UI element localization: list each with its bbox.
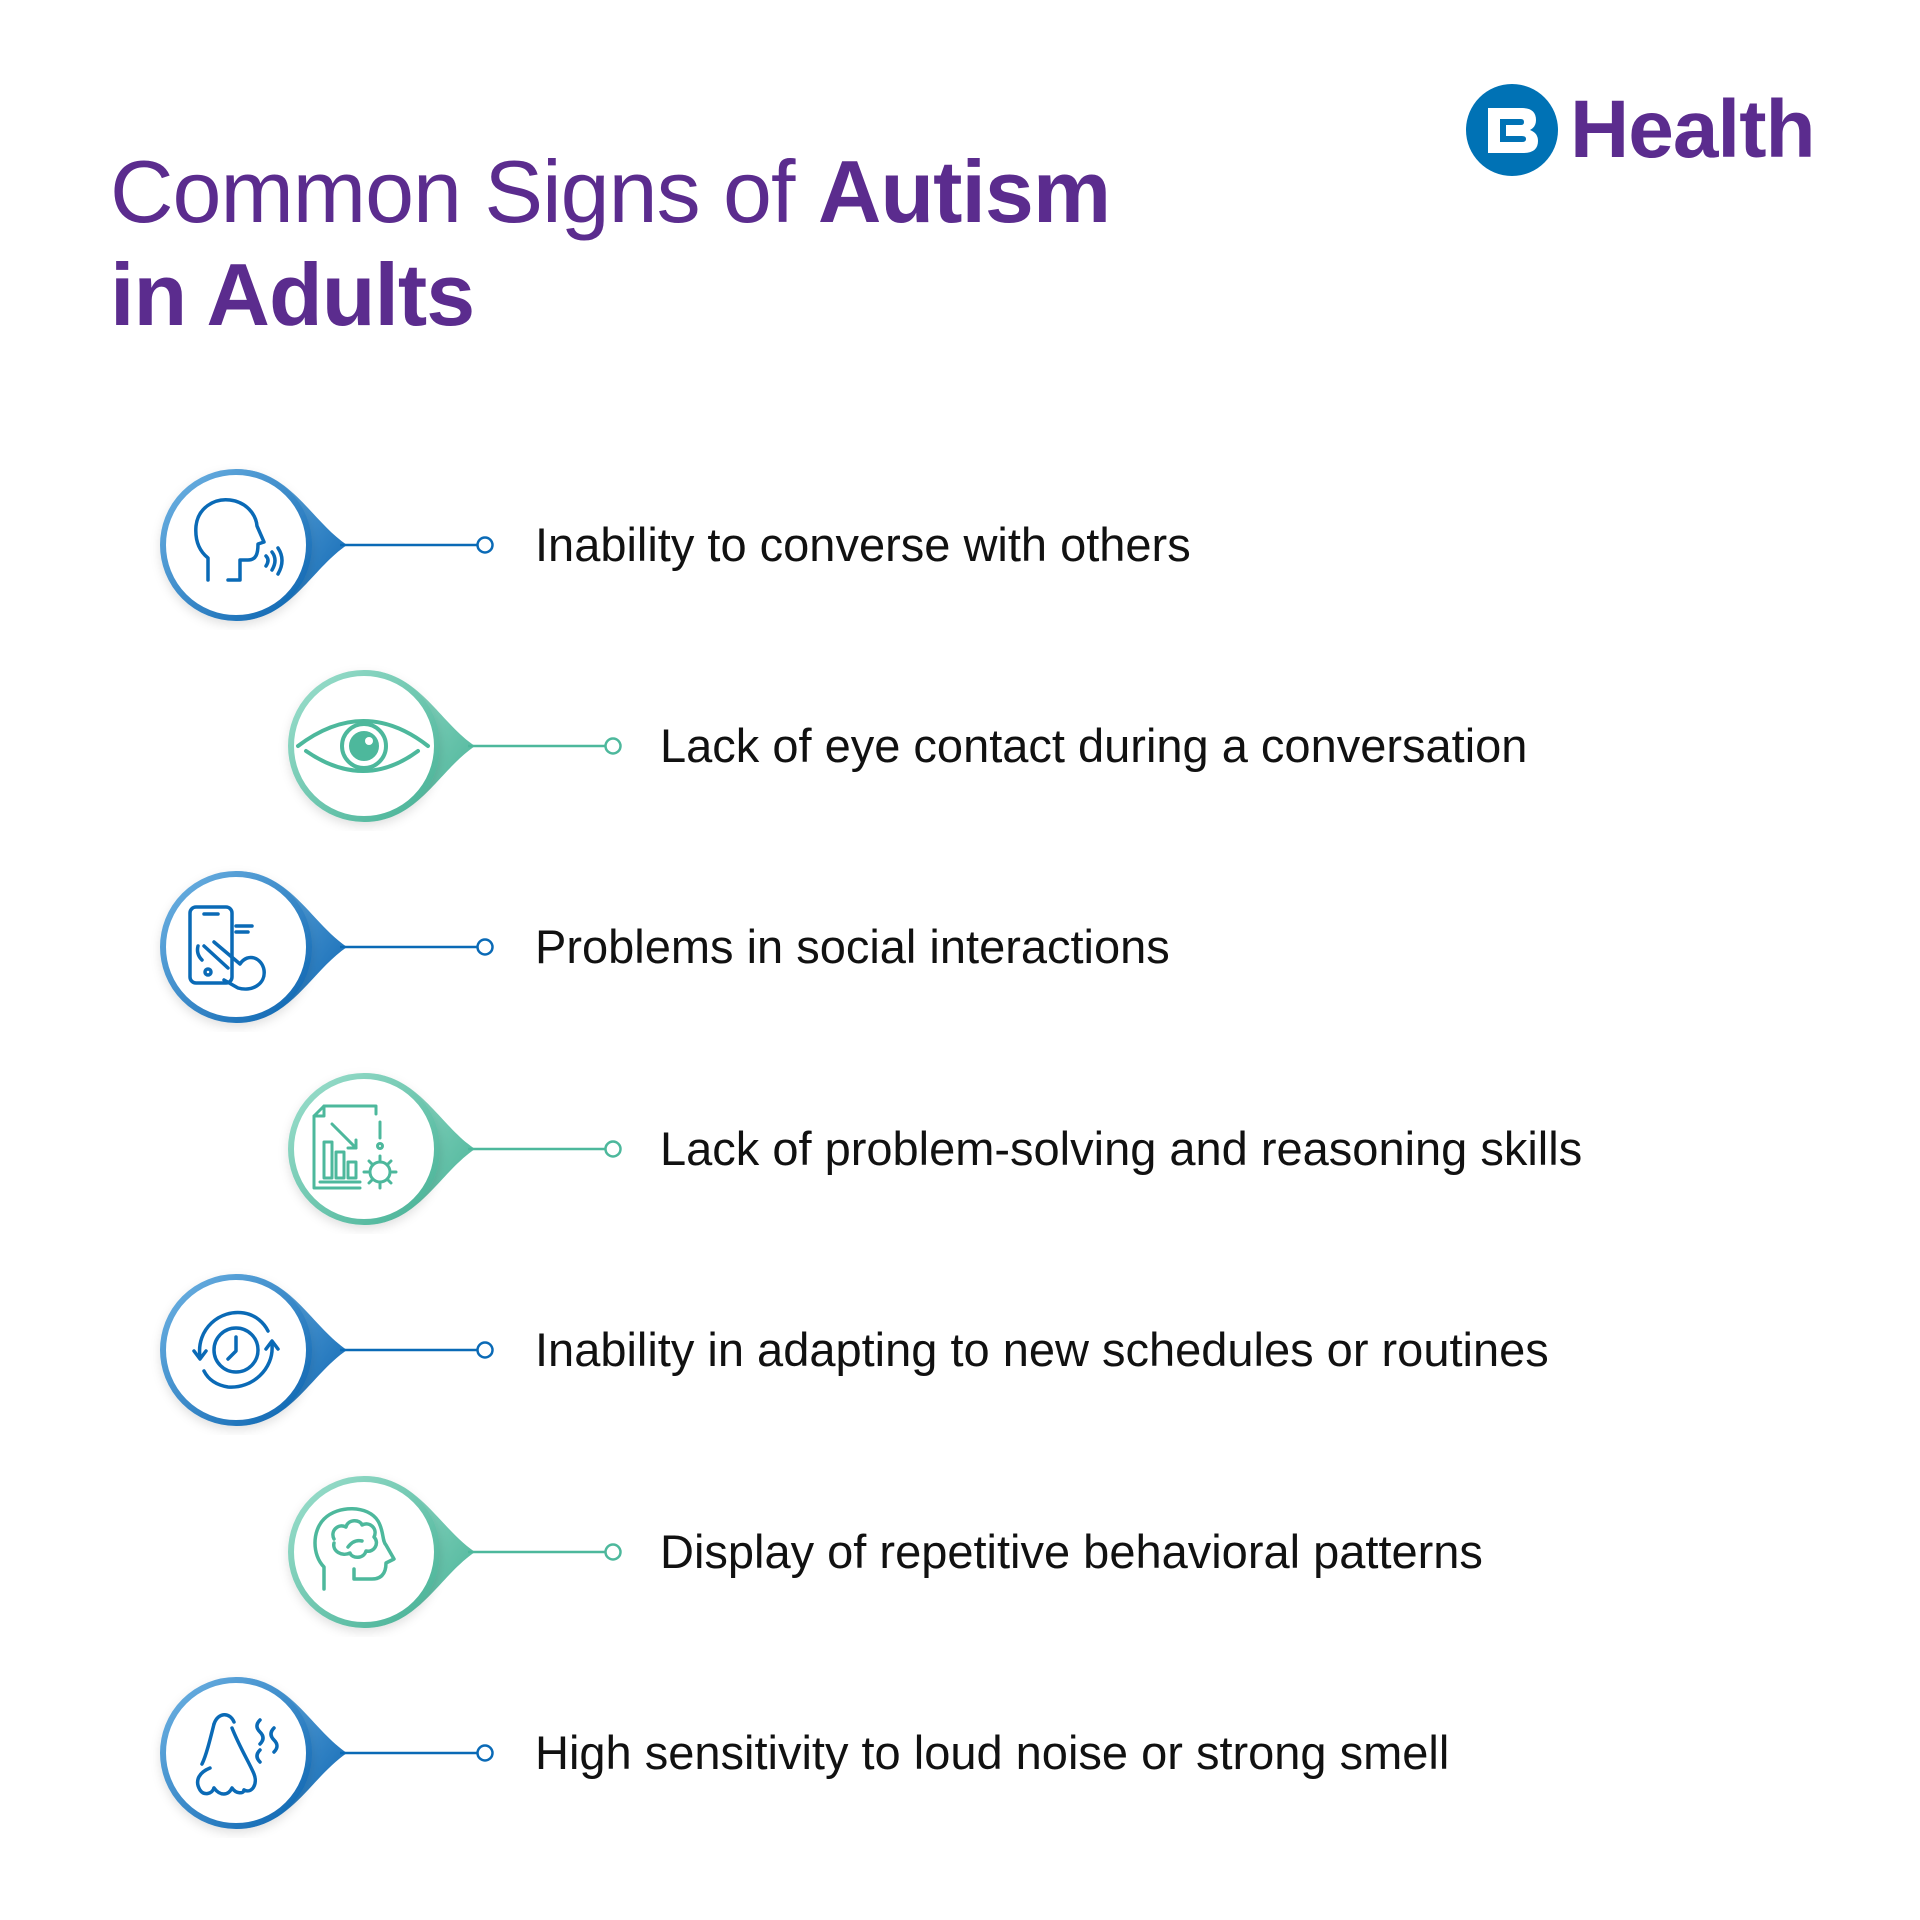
bajaj-b-logo-icon — [1466, 84, 1558, 176]
sign-item-5: Inability in adapting to new schedules o… — [0, 1265, 1920, 1435]
sign-label: Problems in social interactions — [535, 920, 1170, 973]
sign-label: Inability to converse with others — [535, 518, 1191, 571]
head-brain-icon — [313, 1507, 396, 1591]
sign-label: Display of repetitive behavioral pattern… — [660, 1525, 1483, 1578]
connector-graphic — [160, 871, 494, 1023]
logo-text: Health — [1570, 84, 1816, 175]
connector-graphic — [288, 670, 622, 822]
page-title: Common Signs of Autism in Adults — [110, 140, 1111, 346]
sign-item-7: High sensitivity to loud noise or strong… — [0, 1668, 1920, 1838]
connector-graphic — [160, 1274, 494, 1426]
title-bold-adults: in Adults — [110, 245, 475, 344]
connector-graphic — [160, 1677, 494, 1829]
speaking-head-icon — [194, 498, 284, 582]
sign-item-3: Problems in social interactions — [0, 862, 1920, 1032]
title-bold-autism: Autism — [817, 142, 1111, 241]
sign-label: Lack of problem-solving and reasoning sk… — [660, 1122, 1583, 1175]
title-regular: Common Signs of — [110, 142, 818, 241]
sign-item-6: Display of repetitive behavioral pattern… — [0, 1467, 1920, 1637]
sign-label: Lack of eye contact during a conversatio… — [660, 719, 1528, 772]
report-chart-gear-icon — [312, 1104, 398, 1190]
sign-label: High sensitivity to loud noise or strong… — [535, 1726, 1450, 1779]
clock-cycle-icon — [192, 1310, 280, 1389]
sign-item-1: Inability to converse with others — [0, 460, 1920, 630]
phone-swipe-hand-icon — [188, 905, 266, 991]
nose-smell-icon — [195, 1713, 279, 1796]
sign-item-4: Lack of problem-solving and reasoning sk… — [0, 1064, 1920, 1234]
connector-graphic — [160, 469, 494, 621]
sign-label: Inability in adapting to new schedules o… — [535, 1323, 1549, 1376]
eye-icon — [296, 719, 430, 773]
connector-graphic — [288, 1073, 622, 1225]
brand-logo: Health — [1466, 84, 1816, 176]
connector-graphic — [288, 1476, 622, 1628]
sign-item-2: Lack of eye contact during a conversatio… — [0, 661, 1920, 831]
